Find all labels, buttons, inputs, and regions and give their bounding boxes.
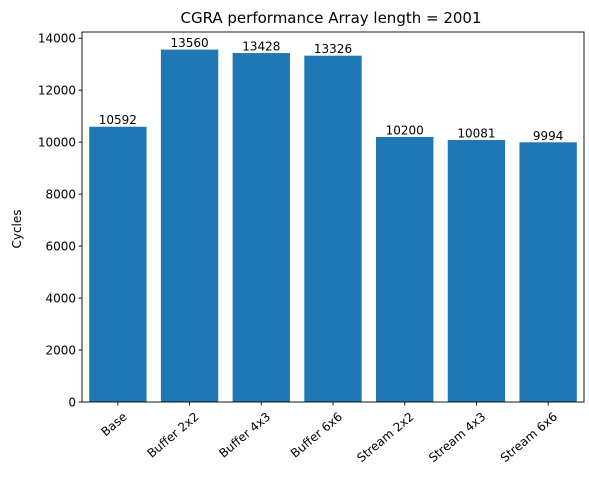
x-tick-label: Stream 4x3 xyxy=(426,410,488,465)
data-label: 13560 xyxy=(170,36,208,50)
x-tick-label: Buffer 2x2 xyxy=(145,410,202,461)
y-tick-label: 14000 xyxy=(38,32,76,46)
y-tick-label: 12000 xyxy=(38,84,76,98)
bar xyxy=(447,140,506,403)
x-tick-label: Buffer 6x6 xyxy=(288,410,345,461)
data-label: 10081 xyxy=(457,127,495,141)
y-axis-label: Cycles xyxy=(10,209,24,248)
bar xyxy=(519,142,577,402)
data-label: 13326 xyxy=(314,42,352,56)
y-tick-label: 2000 xyxy=(45,344,76,358)
x-tick-label: Base xyxy=(98,410,129,440)
y-tick-label: 10000 xyxy=(38,136,76,150)
x-tick-label: Buffer 4x3 xyxy=(216,410,273,461)
bar xyxy=(376,136,434,402)
data-label: 10200 xyxy=(386,123,424,137)
y-tick-label: 6000 xyxy=(45,240,76,254)
bar xyxy=(232,53,290,402)
bar xyxy=(160,49,219,402)
data-label: 13428 xyxy=(242,40,280,54)
y-tick-label: 0 xyxy=(68,396,76,410)
data-label: 10592 xyxy=(99,113,137,127)
bar xyxy=(89,126,147,402)
plot-area: 0 2000 4000 6000 8000 10000 12000 14000 10592 Bas… xyxy=(38,32,577,465)
bar xyxy=(304,55,362,403)
data-label: 9994 xyxy=(533,129,564,143)
y-tick-label: 8000 xyxy=(45,188,76,202)
chart-title: CGRA performance Array length = 2001 xyxy=(180,9,481,27)
axes-frame xyxy=(81,31,585,403)
y-tick-label: 4000 xyxy=(45,292,76,306)
x-tick-label: Stream 6x6 xyxy=(498,410,560,465)
x-tick-label: Stream 2x2 xyxy=(354,410,416,465)
